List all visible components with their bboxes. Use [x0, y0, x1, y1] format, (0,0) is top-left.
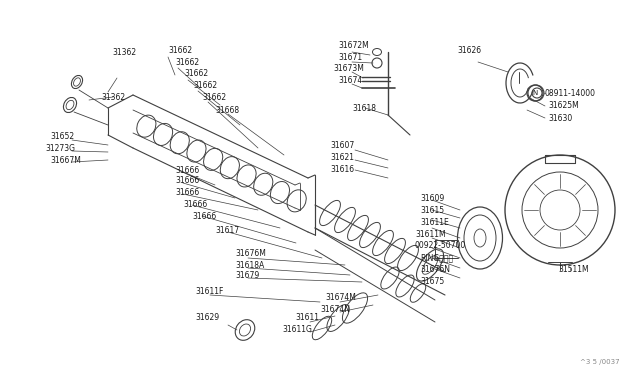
- Text: 31666: 31666: [192, 212, 216, 221]
- Text: 31615: 31615: [420, 205, 444, 215]
- Text: 31652: 31652: [50, 131, 74, 141]
- Text: N: N: [532, 90, 538, 96]
- Text: 08911-14000: 08911-14000: [545, 89, 596, 97]
- Text: 31662: 31662: [184, 68, 208, 77]
- Text: 31618A: 31618A: [235, 260, 264, 269]
- Text: 31674M: 31674M: [325, 294, 356, 302]
- Text: 31609: 31609: [420, 193, 444, 202]
- Text: 31629: 31629: [195, 314, 219, 323]
- Text: 31662: 31662: [168, 45, 192, 55]
- Text: 31675: 31675: [420, 278, 444, 286]
- Text: 31662: 31662: [202, 93, 226, 102]
- Text: 31679: 31679: [235, 272, 259, 280]
- Text: 31611E: 31611E: [420, 218, 449, 227]
- Text: 31617: 31617: [215, 225, 239, 234]
- Text: 31667M: 31667M: [50, 155, 81, 164]
- Text: 31611F: 31611F: [195, 288, 223, 296]
- Text: 00922-50700: 00922-50700: [415, 241, 467, 250]
- Text: 31362: 31362: [101, 93, 125, 102]
- Text: 31611: 31611: [295, 314, 319, 323]
- Text: 31671: 31671: [338, 52, 362, 61]
- Text: ^3 5 /0037: ^3 5 /0037: [580, 359, 620, 365]
- Text: 31511M: 31511M: [558, 266, 589, 275]
- Text: 31676N: 31676N: [420, 266, 450, 275]
- Text: 31618: 31618: [352, 103, 376, 112]
- Text: 31676M: 31676M: [235, 250, 266, 259]
- Text: 31621: 31621: [330, 153, 354, 161]
- Text: 31626: 31626: [457, 45, 481, 55]
- Text: 31666: 31666: [175, 166, 199, 174]
- Text: 31668: 31668: [215, 106, 239, 115]
- Text: 31666: 31666: [183, 199, 207, 208]
- Text: 31666: 31666: [175, 176, 199, 185]
- Text: 31674: 31674: [338, 76, 362, 84]
- Text: 31625M: 31625M: [548, 100, 579, 109]
- Text: 31662: 31662: [175, 58, 199, 67]
- Text: 31616: 31616: [330, 164, 354, 173]
- Text: 31630: 31630: [548, 113, 572, 122]
- Text: 31611M: 31611M: [415, 230, 445, 238]
- Text: 31607: 31607: [330, 141, 355, 150]
- Text: 31673M: 31673M: [333, 64, 364, 73]
- Text: 31666: 31666: [175, 187, 199, 196]
- Text: 31674N: 31674N: [320, 305, 350, 314]
- Text: 31611G: 31611G: [282, 326, 312, 334]
- Text: 31672M: 31672M: [338, 41, 369, 49]
- Text: 31662: 31662: [193, 80, 217, 90]
- Text: 31362: 31362: [112, 48, 136, 57]
- Text: 31273G: 31273G: [45, 144, 75, 153]
- Text: RINGリング: RINGリング: [420, 253, 453, 263]
